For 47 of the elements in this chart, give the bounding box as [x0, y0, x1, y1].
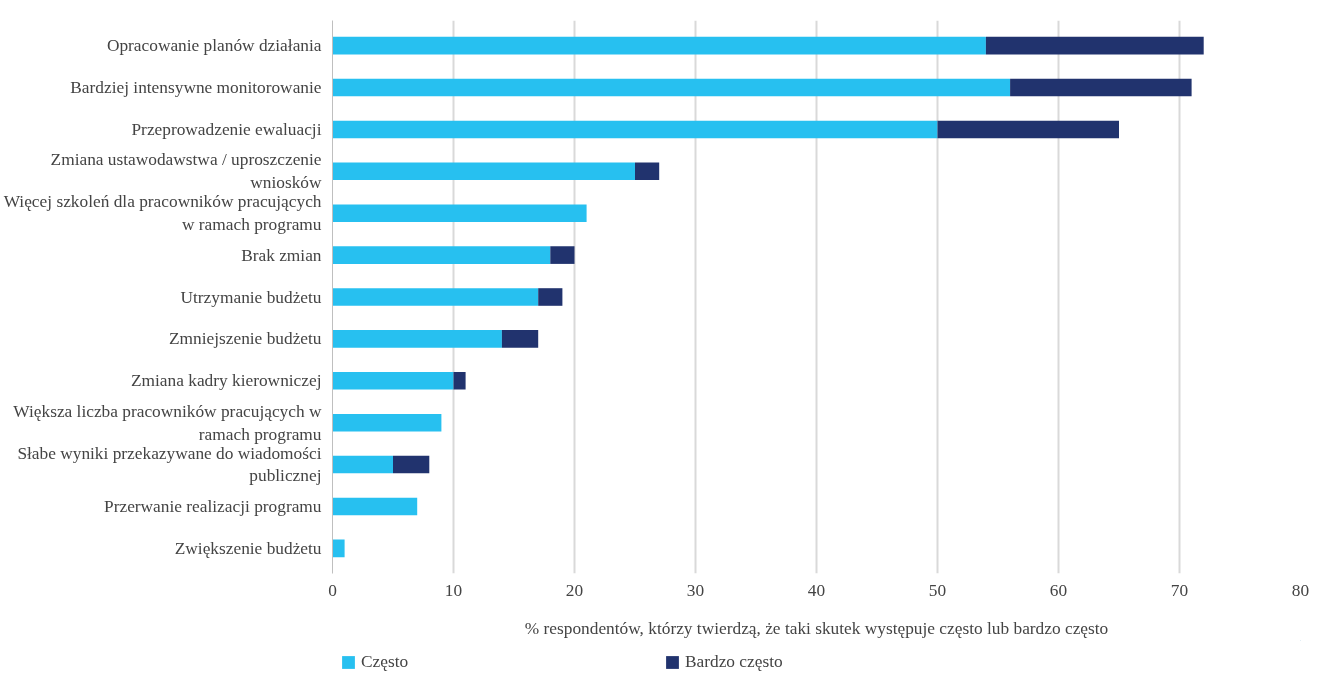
- bar: [985, 36, 1204, 55]
- y-tick-label: Przerwanie realizacji programu: [104, 496, 322, 516]
- y-tick-label: Słabe wyniki przekazywane do wiadomości publicznej: [17, 443, 322, 486]
- bar: [332, 539, 345, 558]
- bar: [332, 246, 551, 264]
- y-tick-label: Brak zmian: [241, 245, 322, 265]
- bar: [937, 120, 1119, 139]
- legend-label: Często: [361, 652, 410, 672]
- x-tick-label: 70: [1170, 580, 1189, 600]
- bar: [332, 413, 442, 432]
- y-tick-label: Zwiększenie budżetu: [174, 538, 322, 558]
- bar: [635, 162, 660, 181]
- bar: [332, 36, 986, 55]
- bar: [332, 371, 454, 390]
- bar: [332, 330, 502, 348]
- x-tick-label: 40: [807, 580, 826, 600]
- x-tick-label: 60: [1049, 580, 1068, 600]
- x-tick-label: 0: [328, 580, 337, 600]
- bar: [501, 330, 539, 348]
- legend-label: Bardzo często: [685, 652, 784, 672]
- y-tick-label: Bardziej intensywne monitorowanie: [70, 78, 322, 98]
- bar: [538, 288, 563, 306]
- y-tick-label: Więcej szkoleń dla pracowników pracujących w ramach programu: [3, 192, 322, 235]
- y-tick-label: Zmiana kadry kierowniczej: [130, 371, 322, 391]
- bar: [332, 120, 938, 139]
- y-tick-label: Zmiana ustawodawstwa / uproszczenie wniosków: [50, 150, 322, 193]
- y-tick-label: Zmniejszenie budżetu: [168, 329, 322, 349]
- x-tick-label: 10: [444, 580, 463, 600]
- x-tick-label: 80: [1291, 580, 1310, 600]
- bar: [332, 204, 587, 223]
- bar: [550, 246, 575, 264]
- bar: [332, 78, 1011, 97]
- bar: [453, 371, 466, 390]
- bar: [1010, 78, 1192, 97]
- y-tick-label: Większa liczba pracowników pracujących w ramach programu: [13, 401, 322, 444]
- bar: [332, 288, 539, 306]
- y-tick-label: Przeprowadzenie ewaluacji: [131, 119, 322, 139]
- bar: [393, 455, 430, 474]
- bar: [332, 162, 635, 181]
- y-tick-label: Utrzymanie budżetu: [180, 287, 322, 307]
- bar: [332, 455, 393, 474]
- x-tick-label: 50: [928, 580, 947, 600]
- x-tick-label: 30: [686, 580, 705, 600]
- bar: [332, 497, 418, 516]
- x-axis-title: % respondentów, którzy twierdzą, że taki skutek występuje często lub bardzo często: [524, 618, 1109, 638]
- y-tick-label: Opracowanie planów działania: [106, 36, 322, 56]
- x-tick-label: 20: [565, 580, 584, 600]
